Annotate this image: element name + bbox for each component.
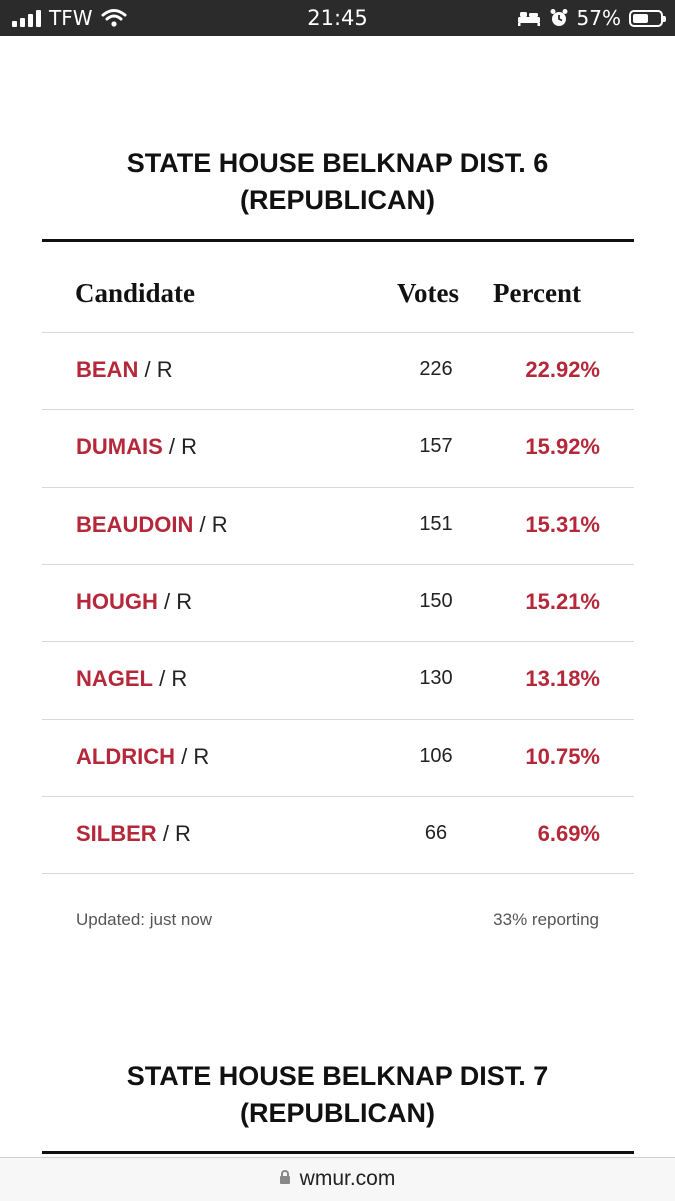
race-title: STATE HOUSE BELKNAP DIST. 6 (REPUBLICAN) — [42, 145, 633, 219]
percent-cell: 6.69% — [537, 821, 600, 846]
race-title-line2: (REPUBLICAN) — [240, 185, 435, 215]
updated-status: Updated: just now — [76, 910, 213, 929]
candidate-cell: BEAUDOIN / R — [76, 512, 228, 538]
candidate-name: ALDRICH — [76, 744, 175, 769]
percent-cell: 15.31% — [525, 512, 600, 537]
bed-icon — [517, 12, 540, 26]
candidate-cell: BEAN / R — [76, 357, 173, 383]
candidate-name: DUMAIS — [76, 434, 163, 459]
candidate-party: / R — [159, 666, 188, 691]
candidate-cell: SILBER / R — [76, 821, 191, 847]
votes-cell: 106 — [419, 745, 453, 767]
table-row: NAGEL / R 130 13.18% — [42, 642, 634, 719]
candidate-party: / R — [144, 357, 173, 382]
race-title-line1: STATE HOUSE BELKNAP DIST. 7 — [126, 1061, 549, 1091]
status-right: 57% — [517, 6, 666, 30]
url-display[interactable]: wmur.com — [0, 1167, 675, 1191]
votes-cell: 66 — [424, 822, 448, 844]
battery-fill — [633, 13, 648, 23]
candidate-cell: NAGEL / R — [76, 666, 187, 692]
candidate-name: BEAUDOIN — [76, 512, 194, 537]
wifi-icon — [101, 9, 126, 27]
row-divider — [42, 641, 634, 642]
table-row: ALDRICH / R 106 10.75% — [42, 720, 634, 797]
table-row: SILBER / R 66 6.69% — [42, 797, 634, 874]
row-divider — [42, 564, 634, 565]
candidate-party: / R — [162, 821, 191, 846]
row-divider — [42, 719, 634, 720]
table-row: BEAN / R 226 22.92% — [42, 333, 634, 410]
row-divider — [42, 487, 634, 488]
candidate-party: / R — [164, 589, 193, 614]
percent-cell: 10.75% — [525, 744, 600, 769]
battery-percent: 57% — [576, 6, 621, 30]
table-row: HOUGH / R 150 15.21% — [42, 565, 634, 642]
candidate-cell: HOUGH / R — [76, 589, 192, 615]
candidate-party: / R — [199, 512, 228, 537]
votes-cell: 157 — [419, 435, 453, 457]
status-bar: TFW 21:45 57% — [0, 0, 675, 36]
column-header-percent: Percent — [493, 278, 581, 308]
title-divider — [42, 1151, 634, 1154]
percent-cell: 15.92% — [525, 434, 600, 459]
candidate-party: / R — [181, 744, 210, 769]
candidate-name: BEAN — [76, 357, 139, 382]
header-divider — [42, 332, 634, 333]
lock-icon — [279, 1170, 290, 1184]
reporting-status: 33% reporting — [493, 910, 599, 929]
battery-icon — [629, 9, 666, 27]
race-title-line1: STATE HOUSE BELKNAP DIST. 6 — [126, 148, 549, 178]
candidate-name: SILBER — [76, 821, 157, 846]
votes-cell: 226 — [419, 358, 453, 380]
table-row: BEAUDOIN / R 151 15.31% — [42, 488, 634, 565]
candidate-cell: DUMAIS / R — [76, 434, 197, 460]
alarm-icon — [550, 9, 568, 26]
column-header-candidate: Candidate — [75, 278, 196, 308]
candidate-name: NAGEL — [76, 666, 153, 691]
carrier-label: TFW — [49, 6, 93, 30]
votes-cell: 150 — [419, 590, 453, 612]
candidate-party: / R — [168, 434, 198, 459]
percent-cell: 13.18% — [525, 666, 600, 691]
browser-url-bar[interactable]: wmur.com — [0, 1157, 675, 1201]
domain-label: wmur.com — [299, 1167, 396, 1190]
votes-cell: 130 — [419, 667, 453, 689]
row-divider — [42, 409, 634, 410]
percent-cell: 22.92% — [525, 357, 600, 382]
clock: 21:45 — [307, 6, 368, 30]
race-title-line2: (REPUBLICAN) — [240, 1098, 435, 1128]
row-divider — [42, 873, 634, 874]
table-row: DUMAIS / R 157 15.92% — [42, 410, 634, 487]
title-divider — [42, 239, 634, 242]
race-title: STATE HOUSE BELKNAP DIST. 7 (REPUBLICAN) — [42, 1058, 633, 1132]
row-divider — [42, 796, 634, 797]
status-left: TFW — [12, 6, 127, 30]
column-header-votes: Votes — [397, 278, 460, 308]
signal-icon — [12, 9, 41, 27]
candidate-name: HOUGH — [76, 589, 158, 614]
percent-cell: 15.21% — [525, 589, 600, 614]
candidate-cell: ALDRICH / R — [76, 744, 209, 770]
votes-cell: 151 — [419, 513, 453, 535]
